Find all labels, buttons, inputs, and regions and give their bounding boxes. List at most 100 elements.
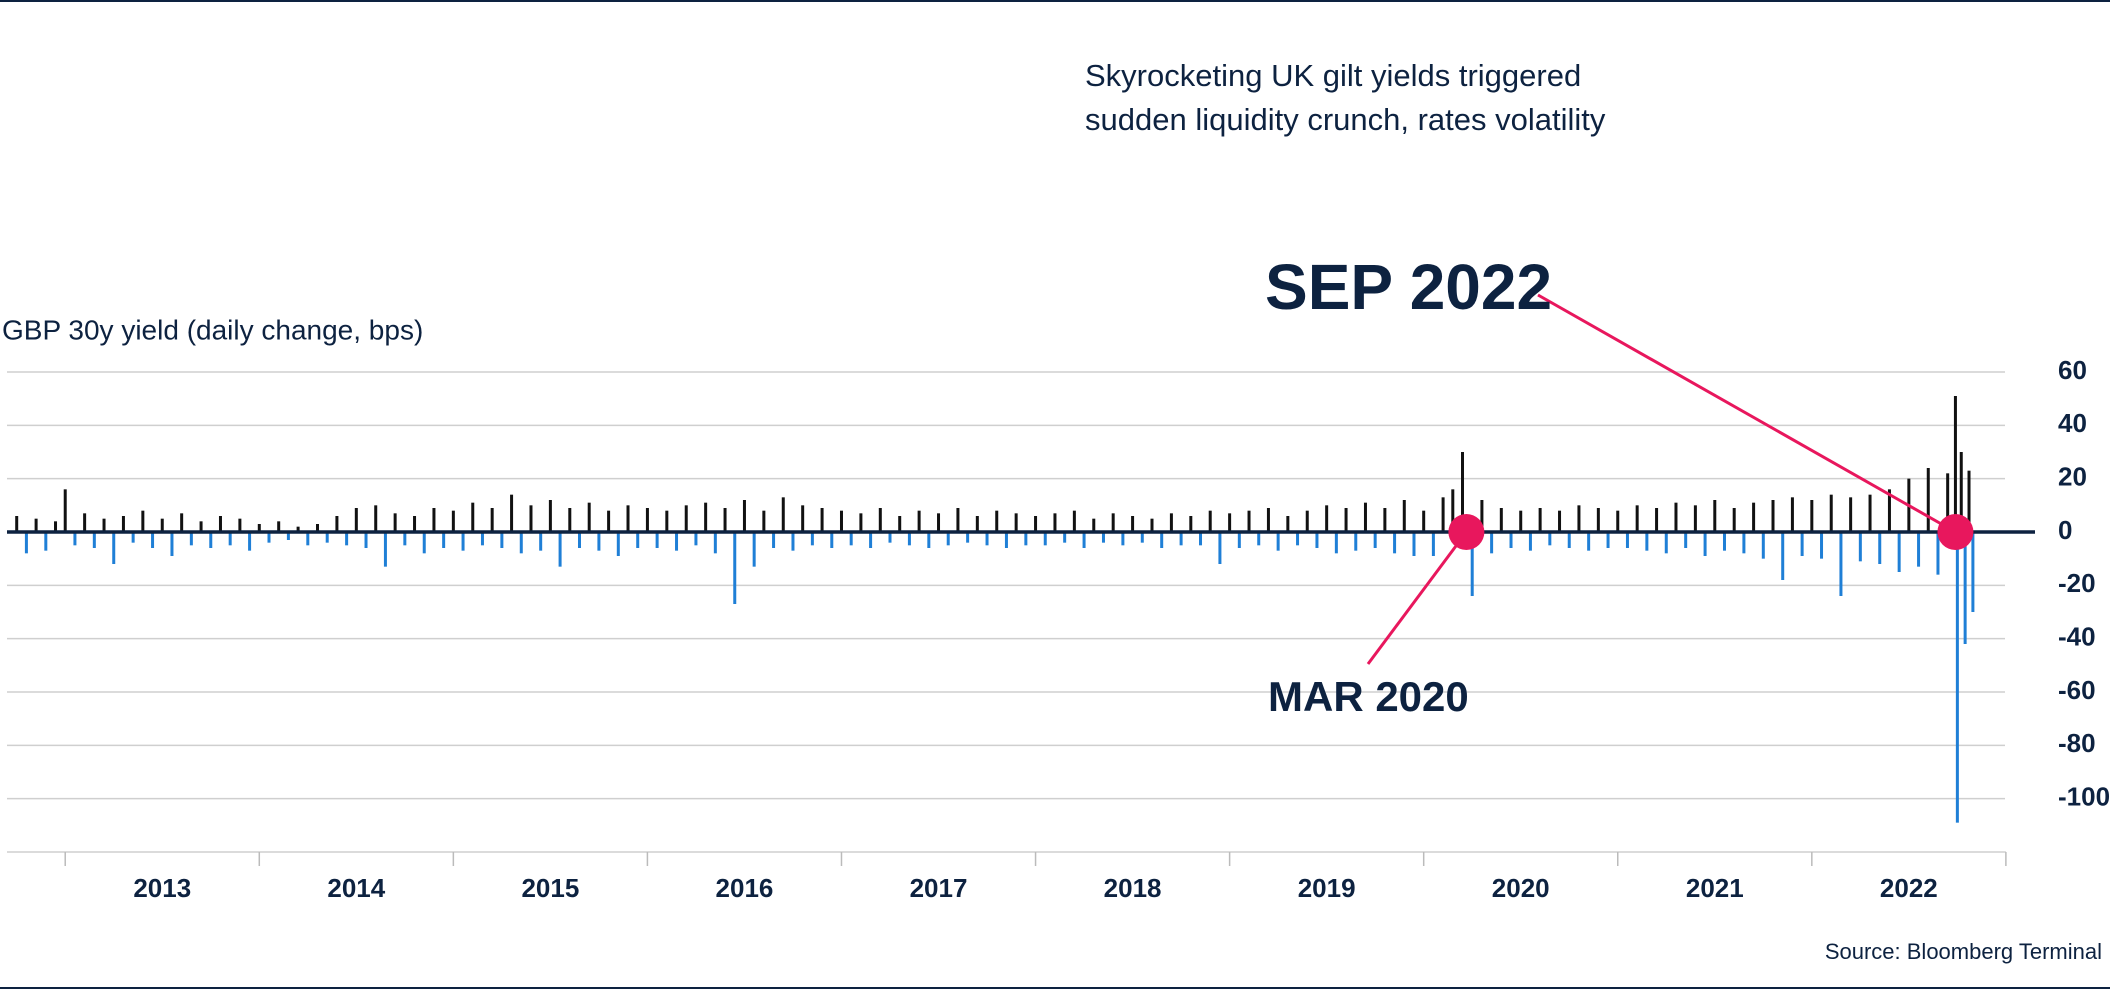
bar bbox=[742, 500, 746, 532]
bar bbox=[975, 516, 979, 532]
bar bbox=[1752, 502, 1756, 532]
bar bbox=[1101, 532, 1105, 543]
bar bbox=[1849, 497, 1853, 532]
bar bbox=[1963, 532, 1967, 644]
y-tick-label: 60 bbox=[2058, 355, 2087, 385]
source: Source: Bloomberg Terminal bbox=[1825, 939, 2102, 964]
bar bbox=[927, 532, 931, 548]
bar bbox=[1781, 532, 1785, 580]
bar bbox=[1606, 532, 1610, 548]
bar bbox=[1412, 532, 1416, 556]
bar bbox=[1936, 532, 1940, 575]
bar bbox=[917, 510, 921, 532]
bar bbox=[131, 532, 135, 543]
bar bbox=[1558, 510, 1562, 532]
bar bbox=[121, 516, 125, 532]
bar bbox=[839, 510, 843, 532]
bar bbox=[141, 510, 145, 532]
bar bbox=[985, 532, 989, 546]
bar bbox=[713, 532, 717, 554]
bar bbox=[752, 532, 756, 567]
bar bbox=[325, 532, 329, 543]
bar bbox=[442, 532, 446, 548]
bar bbox=[238, 518, 242, 532]
bar bbox=[820, 508, 824, 532]
bar bbox=[1228, 513, 1232, 532]
bar bbox=[558, 532, 562, 567]
bar bbox=[1616, 510, 1620, 532]
bar bbox=[1635, 505, 1639, 532]
x-tick-label: 2018 bbox=[1104, 873, 1162, 903]
bar bbox=[1189, 516, 1193, 532]
bar bbox=[1208, 510, 1212, 532]
annotation-dot bbox=[1448, 514, 1485, 550]
x-tick-label: 2015 bbox=[521, 873, 579, 903]
y-tick-label: -20 bbox=[2058, 568, 2096, 598]
bar bbox=[1587, 532, 1591, 551]
bar bbox=[1121, 532, 1125, 546]
bar bbox=[432, 508, 436, 532]
bar bbox=[1645, 532, 1649, 551]
bar bbox=[277, 521, 281, 532]
bar bbox=[956, 508, 960, 532]
bar bbox=[1305, 510, 1309, 532]
bar bbox=[1858, 532, 1862, 562]
bar bbox=[257, 524, 261, 532]
bar bbox=[1829, 494, 1833, 532]
bar bbox=[500, 532, 504, 548]
annotation-dot bbox=[1937, 514, 1974, 550]
bar bbox=[461, 532, 465, 551]
bar bbox=[995, 510, 999, 532]
bar bbox=[1967, 470, 1971, 532]
y-tick-label: -60 bbox=[2058, 675, 2096, 705]
y-tick-label: -40 bbox=[2058, 622, 2096, 652]
bar bbox=[810, 532, 814, 546]
bar bbox=[1431, 532, 1435, 556]
x-tick-label: 2019 bbox=[1298, 873, 1356, 903]
bar bbox=[704, 502, 708, 532]
x-tick-label: 2022 bbox=[1880, 873, 1938, 903]
bar bbox=[471, 502, 475, 532]
bar bbox=[1713, 500, 1717, 532]
bar bbox=[626, 505, 630, 532]
bar bbox=[1800, 532, 1804, 556]
bar bbox=[1971, 532, 1975, 612]
bar bbox=[73, 532, 77, 546]
bar bbox=[24, 532, 28, 554]
bar bbox=[1276, 532, 1280, 551]
bar bbox=[694, 532, 698, 546]
bar bbox=[849, 532, 853, 546]
bar bbox=[1926, 468, 1930, 532]
bar bbox=[180, 513, 184, 532]
bar bbox=[636, 532, 640, 548]
bars bbox=[15, 396, 1975, 823]
bar bbox=[422, 532, 426, 554]
bar bbox=[1072, 510, 1076, 532]
bar bbox=[1499, 508, 1503, 532]
bar bbox=[1422, 510, 1426, 532]
bar bbox=[1959, 452, 1963, 532]
bar bbox=[1451, 489, 1455, 532]
bar bbox=[490, 508, 494, 532]
bar bbox=[1897, 532, 1901, 572]
bar bbox=[1257, 532, 1261, 546]
bar bbox=[199, 521, 203, 532]
bar bbox=[1538, 508, 1542, 532]
bar bbox=[1354, 532, 1358, 551]
bar bbox=[1169, 513, 1173, 532]
bar bbox=[1373, 532, 1377, 548]
bar bbox=[655, 532, 659, 548]
bar bbox=[374, 505, 378, 532]
bar bbox=[1820, 532, 1824, 559]
y-tick-label: 40 bbox=[2058, 408, 2087, 438]
bar bbox=[102, 518, 106, 532]
annotation-label: MAR 2020 bbox=[1268, 673, 1469, 720]
bar bbox=[112, 532, 116, 564]
bar bbox=[859, 513, 863, 532]
bar bbox=[510, 494, 514, 532]
annotation-label: SEP 2022 bbox=[1265, 251, 1552, 323]
bar bbox=[160, 518, 164, 532]
bar bbox=[15, 516, 19, 532]
bar bbox=[878, 508, 882, 532]
bar bbox=[898, 516, 902, 532]
